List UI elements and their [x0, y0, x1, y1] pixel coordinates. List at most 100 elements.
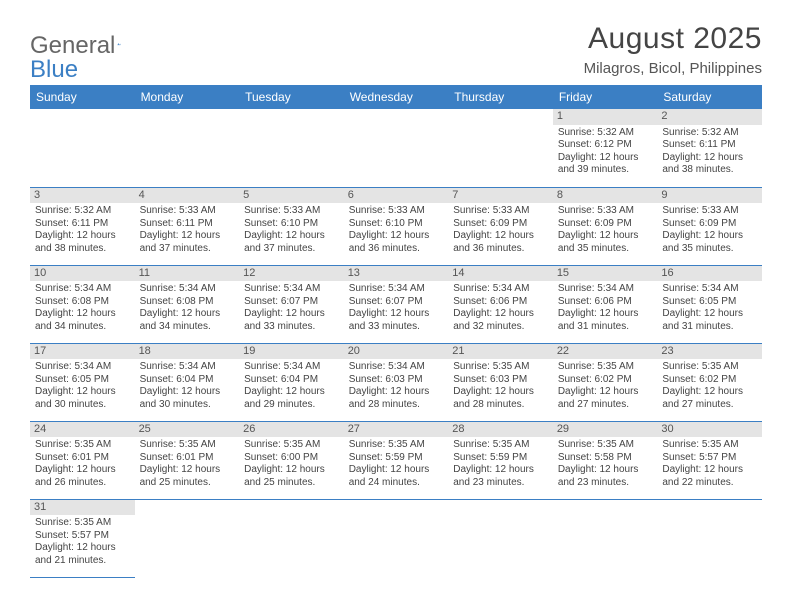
- calendar-cell: [553, 499, 658, 577]
- calendar-cell: 9Sunrise: 5:33 AMSunset: 6:09 PMDaylight…: [657, 187, 762, 265]
- calendar-body: 1Sunrise: 5:32 AMSunset: 6:12 PMDaylight…: [30, 109, 762, 577]
- day-number: 6: [344, 188, 449, 204]
- day-details: Sunrise: 5:33 AMSunset: 6:09 PMDaylight:…: [453, 205, 548, 255]
- day-number: 13: [344, 266, 449, 282]
- calendar-cell: 22Sunrise: 5:35 AMSunset: 6:02 PMDayligh…: [553, 343, 658, 421]
- calendar-cell: [30, 109, 135, 187]
- day-number: 26: [239, 422, 344, 438]
- weekday-header: Thursday: [448, 85, 553, 109]
- calendar-cell: [344, 109, 449, 187]
- calendar-cell: [657, 499, 762, 577]
- calendar-cell: 5Sunrise: 5:33 AMSunset: 6:10 PMDaylight…: [239, 187, 344, 265]
- day-number: 14: [448, 266, 553, 282]
- day-number: 30: [657, 422, 762, 438]
- day-details: Sunrise: 5:33 AMSunset: 6:10 PMDaylight:…: [244, 205, 339, 255]
- weekday-header: Wednesday: [344, 85, 449, 109]
- day-number: 23: [657, 344, 762, 360]
- weekday-header: Sunday: [30, 85, 135, 109]
- day-details: Sunrise: 5:35 AMSunset: 5:59 PMDaylight:…: [453, 439, 548, 489]
- calendar-cell: 4Sunrise: 5:33 AMSunset: 6:11 PMDaylight…: [135, 187, 240, 265]
- calendar-cell: 8Sunrise: 5:33 AMSunset: 6:09 PMDaylight…: [553, 187, 658, 265]
- day-details: Sunrise: 5:34 AMSunset: 6:08 PMDaylight:…: [35, 283, 130, 333]
- day-number: 24: [30, 422, 135, 438]
- calendar-cell: 18Sunrise: 5:34 AMSunset: 6:04 PMDayligh…: [135, 343, 240, 421]
- calendar-cell: 29Sunrise: 5:35 AMSunset: 5:58 PMDayligh…: [553, 421, 658, 499]
- calendar-cell: 28Sunrise: 5:35 AMSunset: 5:59 PMDayligh…: [448, 421, 553, 499]
- day-details: Sunrise: 5:34 AMSunset: 6:07 PMDaylight:…: [244, 283, 339, 333]
- day-number: 8: [553, 188, 658, 204]
- day-details: Sunrise: 5:33 AMSunset: 6:09 PMDaylight:…: [662, 205, 757, 255]
- day-details: Sunrise: 5:33 AMSunset: 6:09 PMDaylight:…: [558, 205, 653, 255]
- day-number: 2: [657, 109, 762, 125]
- calendar-cell: 6Sunrise: 5:33 AMSunset: 6:10 PMDaylight…: [344, 187, 449, 265]
- logo-text-2: Blue: [30, 56, 78, 84]
- calendar-cell: 24Sunrise: 5:35 AMSunset: 6:01 PMDayligh…: [30, 421, 135, 499]
- day-number: 25: [135, 422, 240, 438]
- day-details: Sunrise: 5:34 AMSunset: 6:04 PMDaylight:…: [140, 361, 235, 411]
- calendar-cell: [135, 109, 240, 187]
- calendar-cell: [135, 499, 240, 577]
- day-details: Sunrise: 5:35 AMSunset: 6:03 PMDaylight:…: [453, 361, 548, 411]
- calendar-table: SundayMondayTuesdayWednesdayThursdayFrid…: [30, 85, 762, 578]
- day-number: 31: [30, 500, 135, 516]
- day-details: Sunrise: 5:33 AMSunset: 6:10 PMDaylight:…: [349, 205, 444, 255]
- calendar-row: 10Sunrise: 5:34 AMSunset: 6:08 PMDayligh…: [30, 265, 762, 343]
- day-number: 7: [448, 188, 553, 204]
- day-number: 20: [344, 344, 449, 360]
- calendar-cell: 19Sunrise: 5:34 AMSunset: 6:04 PMDayligh…: [239, 343, 344, 421]
- day-details: Sunrise: 5:35 AMSunset: 6:02 PMDaylight:…: [662, 361, 757, 411]
- day-details: Sunrise: 5:34 AMSunset: 6:03 PMDaylight:…: [349, 361, 444, 411]
- day-details: Sunrise: 5:33 AMSunset: 6:11 PMDaylight:…: [140, 205, 235, 255]
- calendar-cell: 15Sunrise: 5:34 AMSunset: 6:06 PMDayligh…: [553, 265, 658, 343]
- weekday-header: Monday: [135, 85, 240, 109]
- day-number: 28: [448, 422, 553, 438]
- day-number: 3: [30, 188, 135, 204]
- day-number: 27: [344, 422, 449, 438]
- calendar-row: 3Sunrise: 5:32 AMSunset: 6:11 PMDaylight…: [30, 187, 762, 265]
- page-title: August 2025: [584, 22, 762, 56]
- weekday-header: Saturday: [657, 85, 762, 109]
- title-block: August 2025 Milagros, Bicol, Philippines: [584, 22, 762, 77]
- calendar-cell: 17Sunrise: 5:34 AMSunset: 6:05 PMDayligh…: [30, 343, 135, 421]
- day-details: Sunrise: 5:35 AMSunset: 5:57 PMDaylight:…: [35, 517, 130, 567]
- calendar-cell: 31Sunrise: 5:35 AMSunset: 5:57 PMDayligh…: [30, 499, 135, 577]
- calendar-cell: 2 Sunrise: 5:32 AMSunset: 6:11 PMDaylight…: [657, 109, 762, 187]
- calendar-cell: 13Sunrise: 5:34 AMSunset: 6:07 PMDayligh…: [344, 265, 449, 343]
- calendar-cell: 16Sunrise: 5:34 AMSunset: 6:05 PMDayligh…: [657, 265, 762, 343]
- sail-icon: [117, 35, 121, 53]
- calendar-row: 1Sunrise: 5:32 AMSunset: 6:12 PMDaylight…: [30, 109, 762, 187]
- calendar-cell: [239, 499, 344, 577]
- calendar-cell: 3Sunrise: 5:32 AMSunset: 6:11 PMDaylight…: [30, 187, 135, 265]
- day-details: Sunrise: 5:34 AMSunset: 6:04 PMDaylight:…: [244, 361, 339, 411]
- day-number: 17: [30, 344, 135, 360]
- day-number: 4: [135, 188, 240, 204]
- day-details: Sunrise: 5:35 AMSunset: 6:01 PMDaylight:…: [140, 439, 235, 489]
- day-details: Sunrise: 5:34 AMSunset: 6:08 PMDaylight:…: [140, 283, 235, 333]
- calendar-cell: 27Sunrise: 5:35 AMSunset: 5:59 PMDayligh…: [344, 421, 449, 499]
- calendar-cell: 23Sunrise: 5:35 AMSunset: 6:02 PMDayligh…: [657, 343, 762, 421]
- day-details: Sunrise: 5:34 AMSunset: 6:07 PMDaylight:…: [349, 283, 444, 333]
- calendar-cell: 30Sunrise: 5:35 AMSunset: 5:57 PMDayligh…: [657, 421, 762, 499]
- day-number: 5: [239, 188, 344, 204]
- day-details: Sunrise: 5:35 AMSunset: 5:59 PMDaylight:…: [349, 439, 444, 489]
- day-details: Sunrise: 5:34 AMSunset: 6:05 PMDaylight:…: [35, 361, 130, 411]
- calendar-row: 17Sunrise: 5:34 AMSunset: 6:05 PMDayligh…: [30, 343, 762, 421]
- day-details: Sunrise: 5:32 AMSunset: 6:11 PMDaylight:…: [35, 205, 130, 255]
- day-details: Sunrise: 5:32 AMSunset: 6:11 PMDaylight:…: [662, 127, 757, 177]
- day-number: 29: [553, 422, 658, 438]
- calendar-head: SundayMondayTuesdayWednesdayThursdayFrid…: [30, 85, 762, 109]
- day-details: Sunrise: 5:32 AMSunset: 6:12 PMDaylight:…: [558, 127, 653, 177]
- day-number: 12: [239, 266, 344, 282]
- calendar-cell: 14Sunrise: 5:34 AMSunset: 6:06 PMDayligh…: [448, 265, 553, 343]
- calendar-cell: 25Sunrise: 5:35 AMSunset: 6:01 PMDayligh…: [135, 421, 240, 499]
- day-number: 19: [239, 344, 344, 360]
- day-number: 11: [135, 266, 240, 282]
- day-number: 10: [30, 266, 135, 282]
- calendar-cell: 20Sunrise: 5:34 AMSunset: 6:03 PMDayligh…: [344, 343, 449, 421]
- day-details: Sunrise: 5:35 AMSunset: 6:00 PMDaylight:…: [244, 439, 339, 489]
- day-details: Sunrise: 5:35 AMSunset: 5:57 PMDaylight:…: [662, 439, 757, 489]
- day-details: Sunrise: 5:35 AMSunset: 6:01 PMDaylight:…: [35, 439, 130, 489]
- calendar-cell: [239, 109, 344, 187]
- header: General August 2025 Milagros, Bicol, Phi…: [30, 22, 762, 77]
- calendar-cell: 11Sunrise: 5:34 AMSunset: 6:08 PMDayligh…: [135, 265, 240, 343]
